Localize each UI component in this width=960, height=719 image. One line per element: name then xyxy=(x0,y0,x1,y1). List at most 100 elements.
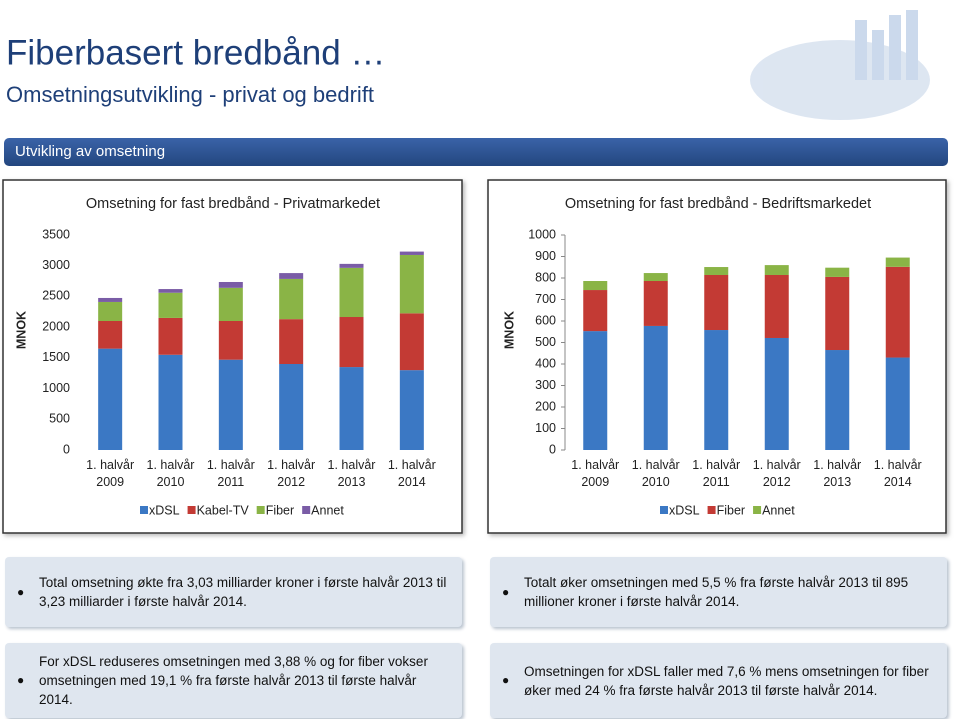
bar-segment xyxy=(643,273,668,282)
bar-segment xyxy=(158,317,183,355)
legend-swatch xyxy=(707,506,716,514)
x-tick-label: 1. halvår 2014 xyxy=(873,458,922,489)
y-tick-label: 400 xyxy=(535,356,556,370)
x-tick-label: 1. halvår 2012 xyxy=(752,458,801,489)
bar-segment xyxy=(158,292,183,318)
banner-bar xyxy=(4,138,948,166)
legend-swatch xyxy=(302,506,311,514)
bar-segment xyxy=(218,281,243,288)
bar-segment xyxy=(279,364,304,450)
bullet-box: ● Totalt øker omsetningen med 5,5 % fra f… xyxy=(490,557,947,627)
bar-segment xyxy=(279,319,304,364)
bar-segment xyxy=(98,321,123,349)
bar-segment xyxy=(583,290,608,332)
legend-swatch xyxy=(660,506,668,514)
bar-segment xyxy=(98,301,123,321)
x-tick-label: 1. halvår 2010 xyxy=(146,458,195,489)
y-tick-label: 1500 xyxy=(42,350,70,364)
bar-segment xyxy=(825,350,850,450)
bar-segment xyxy=(704,330,729,450)
bar-segment xyxy=(704,274,729,331)
legend-label: Kabel-TV xyxy=(197,503,250,517)
bar-segment xyxy=(399,251,424,255)
bar-segment xyxy=(339,317,364,368)
y-tick-label: 700 xyxy=(535,292,556,306)
slide-title: Fiberbasert bredbånd … xyxy=(6,33,385,72)
y-axis-label: MNOK xyxy=(502,311,516,349)
bar-segment xyxy=(583,331,608,450)
bar-segment xyxy=(643,325,668,450)
bar-segment xyxy=(764,337,789,450)
x-tick-label: 1. halvår 2013 xyxy=(327,458,376,489)
y-tick-label: 2500 xyxy=(42,289,70,303)
y-tick-label: 500 xyxy=(49,412,70,426)
slide-subtitle: Omsetningsutvikling - privat og bedrift xyxy=(6,82,374,107)
legend-swatch xyxy=(187,506,196,514)
bar-segment xyxy=(825,276,850,351)
bar-segment xyxy=(339,263,364,268)
x-tick-label: 1. halvår 2010 xyxy=(631,458,680,489)
bar-segment xyxy=(279,273,304,279)
bar-segment xyxy=(583,281,608,291)
y-tick-label: 2000 xyxy=(42,319,70,333)
bar-segment xyxy=(218,287,243,321)
bar-segment xyxy=(158,289,183,293)
bar-segment xyxy=(98,297,123,302)
bar-segment xyxy=(218,321,243,360)
bullet-box: ● Omsetningen for xDSL faller med 7,6 % m… xyxy=(490,643,947,718)
bar-segment xyxy=(885,257,910,267)
bar-segment xyxy=(98,348,123,450)
bar-segment xyxy=(279,278,304,320)
bullet-text: For xDSL reduseres omsetningen med 3,88 … xyxy=(39,654,428,707)
y-axis-label: MNOK xyxy=(14,311,28,349)
bar-segment xyxy=(704,267,729,275)
x-tick-label: 1. halvår 2011 xyxy=(206,458,255,489)
chart-title: Omsetning for fast bredbånd - Bedriftsma… xyxy=(565,196,871,212)
bullet-text: Totalt øker omsetningen med 5,5 % fra fø… xyxy=(524,575,909,609)
bar-segment xyxy=(399,313,424,371)
chart-title: Omsetning for fast bredbånd - Privatmark… xyxy=(86,196,380,212)
bar-segment xyxy=(339,267,364,318)
bullet-box: ● Total omsetning økte fra 3,03 milliarde… xyxy=(5,557,462,627)
y-tick-label: 200 xyxy=(535,399,556,413)
bar-segment xyxy=(399,370,424,450)
bar-segment xyxy=(643,281,668,326)
legend-label: Fiber xyxy=(717,503,745,517)
y-tick-label: 600 xyxy=(535,313,556,327)
bullet-box: ● For xDSL reduseres omsetningen med 3,88… xyxy=(5,643,462,718)
bar-segment xyxy=(825,267,850,277)
y-tick-label: 3000 xyxy=(42,258,70,272)
y-tick-label: 500 xyxy=(535,335,556,349)
bar-segment xyxy=(764,265,789,275)
legend-swatch xyxy=(140,506,148,514)
y-tick-label: 0 xyxy=(63,442,70,456)
bar-segment xyxy=(218,359,243,450)
bar-segment xyxy=(158,354,183,450)
x-tick-label: 1. halvår 2012 xyxy=(267,458,316,489)
x-tick-label: 1. halvår 2013 xyxy=(813,458,862,489)
y-tick-label: 3500 xyxy=(42,227,70,241)
decoration xyxy=(750,10,930,120)
legend-label: xDSL xyxy=(149,503,180,517)
x-tick-label: 1. halvår 2011 xyxy=(692,458,741,489)
y-tick-label: 800 xyxy=(535,270,556,284)
legend-label: xDSL xyxy=(669,503,700,517)
bar-segment xyxy=(764,274,789,338)
bar-segment xyxy=(885,357,910,450)
y-tick-label: 900 xyxy=(535,249,556,263)
x-tick-label: 1. halvår 2014 xyxy=(387,458,436,489)
banner-text: Utvikling av omsetning xyxy=(15,143,165,160)
legend-label: Annet xyxy=(311,503,344,517)
y-tick-label: 100 xyxy=(535,421,556,435)
legend-label: Annet xyxy=(762,503,795,517)
bullet-text: Total omsetning økte fra 3,03 milliarder… xyxy=(39,575,447,609)
bar-segment xyxy=(339,367,364,450)
y-tick-label: 300 xyxy=(535,378,556,392)
x-tick-label: 1. halvår 2009 xyxy=(86,458,135,489)
legend-label: Fiber xyxy=(266,503,294,517)
y-tick-label: 1000 xyxy=(528,227,556,241)
legend-swatch xyxy=(753,506,762,514)
y-tick-label: 1000 xyxy=(42,381,70,395)
y-tick-label: 0 xyxy=(549,442,556,456)
